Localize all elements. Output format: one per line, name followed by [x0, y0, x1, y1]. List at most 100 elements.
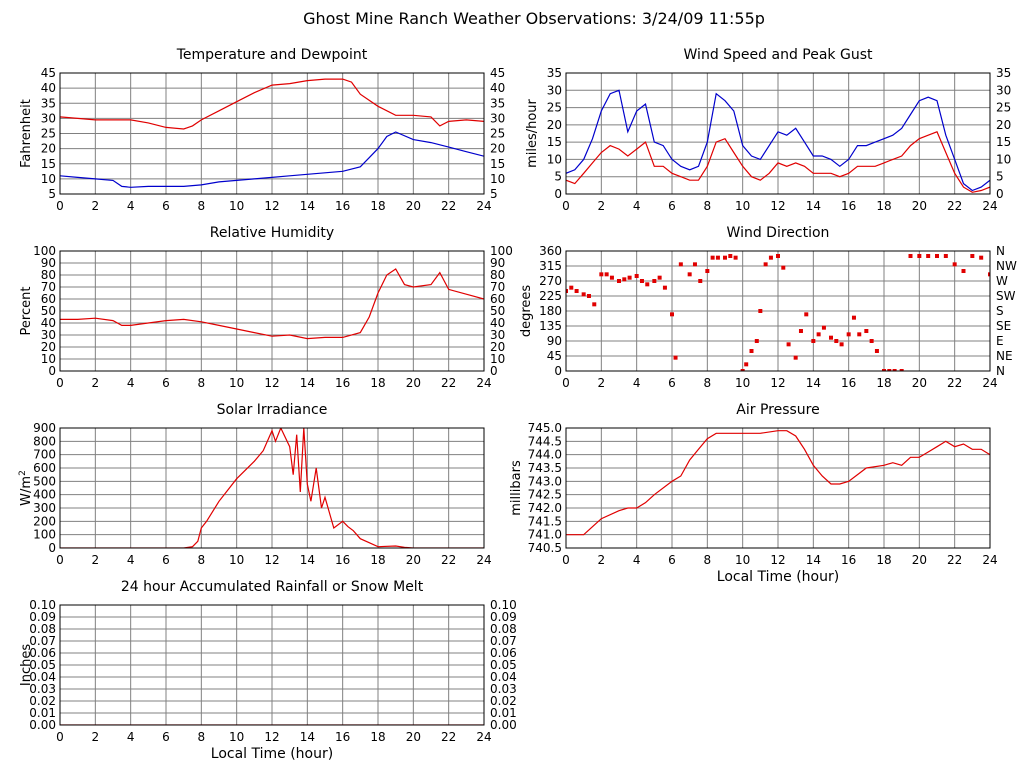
y-tick-label: 70: [41, 280, 56, 294]
x-tick-label: 20: [912, 199, 927, 213]
y-tick-label: 0.06: [29, 646, 56, 660]
x-tick-label: 0: [56, 730, 64, 744]
x-tick-label: 24: [476, 730, 491, 744]
direction-point: [710, 255, 715, 260]
direction-point: [908, 254, 913, 258]
x-tick-label: 4: [127, 553, 135, 567]
y-tick-label-right: 20: [490, 142, 505, 156]
y-tick-label: 900: [33, 421, 56, 435]
y-tick-label: 40: [41, 316, 56, 330]
x-tick-label: 14: [806, 376, 821, 390]
y-tick-label: 35: [41, 96, 56, 110]
direction-point: [662, 285, 667, 290]
direction-point: [586, 294, 591, 298]
x-tick-label: 14: [806, 199, 821, 213]
y-tick-label-right: 50: [490, 304, 505, 318]
y-tick-label-right: 40: [490, 81, 505, 95]
y-tick-label: 10: [547, 152, 562, 166]
y-tick-label: 743.5: [528, 461, 562, 475]
y-tick-label: 600: [33, 461, 56, 475]
y-tick-label: 80: [41, 268, 56, 282]
direction-point: [887, 369, 892, 371]
y-axis-label: miles/hour: [525, 98, 540, 167]
y-tick-label: 742.5: [528, 488, 562, 502]
direction-point: [917, 254, 922, 258]
y-tick-label: 60: [41, 292, 56, 306]
direction-point: [846, 332, 851, 337]
y-tick-label-right: 30: [996, 83, 1011, 97]
y-tick-label: 10: [41, 352, 56, 366]
x-tick-label: 18: [876, 376, 891, 390]
y-tick-label-right: 90: [490, 256, 505, 270]
series-line-red: [60, 268, 484, 340]
chart-title: Wind Speed and Peak Gust: [684, 47, 873, 63]
y-tick-label: 315: [539, 259, 562, 273]
y-tick-label-right: 15: [996, 135, 1011, 149]
direction-point: [645, 282, 650, 287]
x-tick-label: 8: [198, 730, 206, 744]
chart-title: Solar Irradiance: [217, 402, 328, 418]
x-tick-label: 12: [770, 199, 785, 213]
y-tick-label-right: 0.09: [490, 610, 517, 624]
y-tick-label-right: 0.01: [490, 706, 517, 720]
x-tick-label: 16: [335, 730, 350, 744]
x-tick-label: 16: [841, 553, 856, 567]
direction-point: [864, 329, 869, 333]
x-tick-label: 20: [912, 376, 927, 390]
y-tick-label: 90: [41, 256, 56, 270]
x-tick-label: 0: [56, 199, 64, 213]
y-tick-label: 15: [41, 157, 56, 171]
direction-point: [592, 302, 597, 307]
direction-point: [574, 289, 579, 293]
direction-point: [988, 272, 990, 277]
direction-point: [566, 289, 568, 293]
compass-label: NE: [996, 349, 1013, 363]
y-tick-label: 360: [539, 244, 562, 258]
y-tick-label-right: 5: [996, 170, 1004, 184]
direction-point: [874, 349, 879, 353]
x-tick-label: 2: [92, 376, 100, 390]
y-tick-label-right: 30: [490, 111, 505, 125]
y-tick-label: 135: [539, 319, 562, 333]
y-tick-label: 700: [33, 448, 56, 462]
y-tick-label-right: 10: [490, 172, 505, 186]
y-tick-label-right: 60: [490, 292, 505, 306]
y-tick-label-right: 30: [490, 328, 505, 342]
y-tick-label-right: 0.04: [490, 670, 517, 684]
y-axis-label: degrees: [519, 285, 534, 338]
y-tick-label: 45: [547, 349, 562, 363]
y-tick-label: 100: [33, 244, 56, 258]
x-tick-label: 4: [127, 730, 135, 744]
y-tick-label-right: 25: [490, 127, 505, 141]
x-tick-label: 14: [300, 376, 315, 390]
x-tick-label: 16: [841, 199, 856, 213]
x-tick-label: 8: [198, 553, 206, 567]
direction-point: [781, 265, 786, 270]
series-line-blue: [566, 89, 990, 192]
x-tick-label: 0: [562, 553, 570, 567]
y-tick-label: 740.5: [528, 541, 562, 555]
direction-point: [758, 309, 763, 313]
x-tick-label: 10: [229, 553, 244, 567]
direction-point: [749, 349, 754, 353]
y-tick-label-right: 0: [996, 187, 1004, 201]
x-tick-label: 20: [406, 730, 421, 744]
x-tick-label: 8: [704, 199, 712, 213]
direction-point: [692, 262, 697, 267]
y-tick-label-right: 70: [490, 280, 505, 294]
x-tick-label: 16: [335, 199, 350, 213]
direction-point: [622, 277, 627, 282]
direction-point: [569, 285, 574, 290]
x-axis-label: Local Time (hour): [211, 746, 333, 762]
y-tick-label: 744.5: [528, 434, 562, 448]
x-tick-label: 18: [876, 199, 891, 213]
x-tick-label: 14: [806, 553, 821, 567]
x-tick-label: 10: [229, 376, 244, 390]
direction-point: [786, 342, 791, 347]
direction-point: [627, 275, 632, 280]
chart-rainfall: 24 hour Accumulated Rainfall or Snow Mel…: [19, 579, 517, 762]
compass-label: NW: [996, 259, 1017, 273]
